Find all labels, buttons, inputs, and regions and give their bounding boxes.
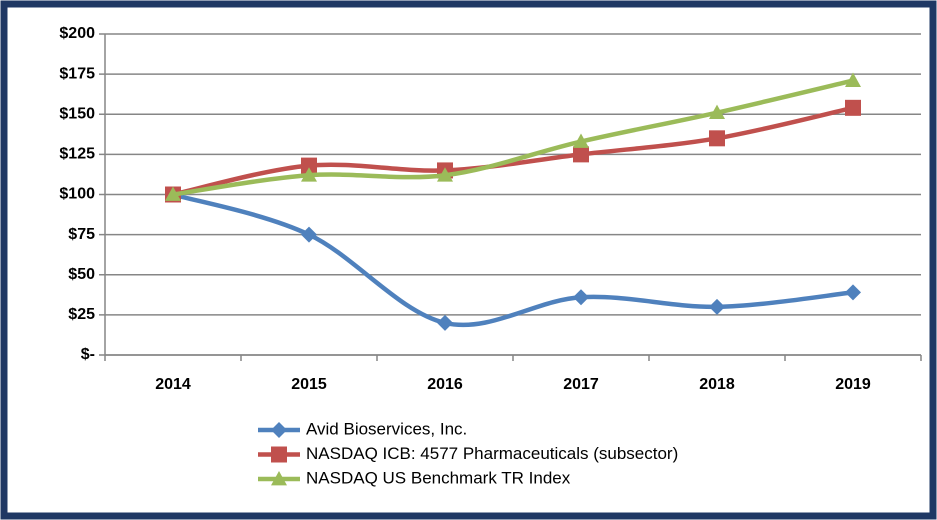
series-line [172,78,854,197]
marker [573,289,589,306]
marker [709,298,725,315]
marker [573,133,589,148]
marker [301,226,317,243]
y-tick-label: $50 [68,266,95,283]
y-tick-label: $100 [59,186,95,203]
y-tick-label: $150 [59,105,95,122]
series-line [172,192,854,328]
marker [271,446,287,463]
y-tick-label: $175 [59,65,95,82]
y-tick-label: $25 [68,306,95,323]
y-tick-label: $125 [59,146,95,163]
y-tick-label: $75 [68,226,95,243]
legend-label: NASDAQ US Benchmark TR Index [306,468,571,487]
x-tick-label: 2016 [427,376,463,393]
marker [271,422,287,438]
x-tick-label: 2017 [563,376,599,393]
x-tick-label: 2014 [155,376,191,393]
legend-label: Avid Bioservices, Inc. [306,419,467,438]
marker [573,146,589,163]
marker [437,167,453,182]
marker [271,471,287,486]
series-line [172,105,854,197]
marker [845,284,861,301]
y-tick-label: $200 [59,25,95,42]
marker [845,72,861,87]
x-tick-label: 2015 [291,376,327,393]
y-tick-label: $- [81,346,95,363]
marker [165,186,181,201]
marker [437,314,453,331]
marker [709,104,725,120]
marker [301,157,317,174]
marker [709,130,725,147]
x-tick-label: 2019 [835,376,871,393]
marker [301,167,317,182]
marker [845,99,861,116]
x-tick-label: 2018 [699,376,735,393]
legend-label: NASDAQ ICB: 4577 Pharmaceuticals (subsec… [306,444,678,463]
